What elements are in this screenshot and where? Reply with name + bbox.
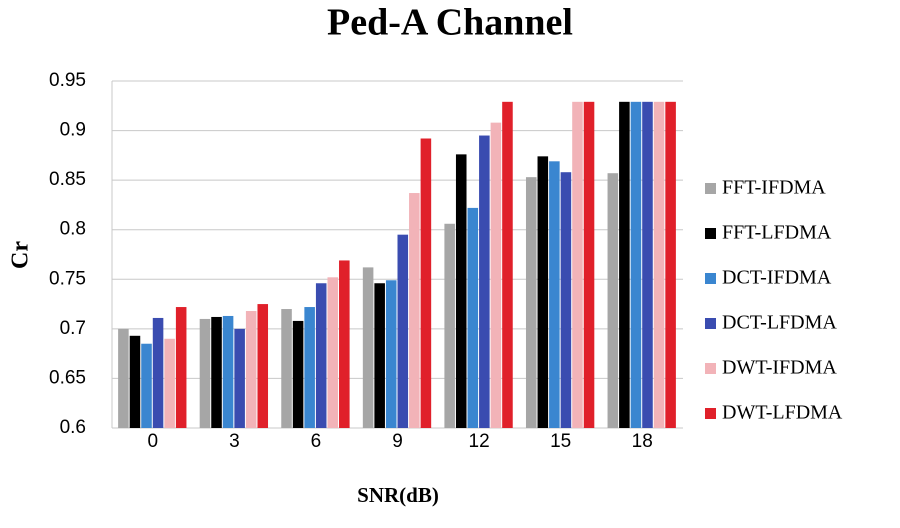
bar	[525, 177, 537, 428]
bar	[141, 343, 152, 428]
bar	[118, 328, 129, 428]
bar	[327, 277, 339, 428]
bar	[653, 101, 665, 428]
x-tick-label: 6	[311, 431, 322, 452]
bar	[385, 280, 397, 428]
x-tick-label: 18	[632, 431, 653, 452]
legend-swatch	[705, 183, 716, 194]
bar	[537, 156, 549, 428]
legend-label: FFT-IFDMA	[722, 177, 826, 199]
y-tick-label: 0.85	[49, 169, 86, 190]
bar	[479, 135, 490, 428]
bar	[467, 207, 479, 428]
legend-swatch	[705, 273, 716, 284]
bar	[444, 223, 455, 428]
bar	[222, 315, 234, 428]
bar	[607, 173, 619, 428]
bar	[397, 234, 409, 428]
x-tick-label: 15	[550, 431, 571, 452]
y-tick-label: 0.7	[60, 318, 86, 339]
legend-label: DWT-LFDMA	[722, 402, 843, 424]
legend-swatch	[705, 318, 716, 329]
legend-swatch	[705, 228, 716, 239]
bar	[315, 283, 327, 428]
bar	[630, 101, 642, 428]
bar	[642, 101, 653, 428]
y-tick-label: 0.8	[60, 219, 86, 240]
bar	[455, 154, 467, 428]
bar	[549, 161, 560, 428]
bar	[374, 283, 385, 428]
bar	[619, 101, 630, 428]
bar	[572, 101, 583, 428]
legend-label: FFT-LFDMA	[722, 222, 832, 244]
x-tick-label: 0	[147, 431, 158, 452]
bar	[175, 307, 187, 428]
y-tick-label: 0.6	[60, 417, 86, 438]
bar	[164, 338, 175, 428]
bar	[339, 260, 350, 428]
y-tick-label: 0.65	[49, 367, 86, 388]
y-tick-label: 0.95	[49, 70, 86, 91]
y-tick-label: 0.9	[60, 120, 86, 141]
x-tick-label: 3	[229, 431, 240, 452]
bar	[665, 101, 676, 428]
bar	[257, 304, 269, 428]
bar	[490, 122, 502, 428]
bar	[409, 193, 420, 428]
x-tick-label: 9	[392, 431, 403, 452]
bar	[583, 101, 595, 428]
bar	[199, 318, 211, 428]
legend-swatch	[705, 363, 716, 374]
y-axis-label: Cr	[8, 241, 34, 269]
chart-title: Ped-A Channel	[327, 2, 573, 44]
bar	[152, 317, 164, 428]
y-tick-label: 0.75	[49, 268, 86, 289]
bar	[292, 320, 304, 428]
bar	[420, 138, 432, 428]
bar	[502, 101, 513, 428]
bar	[281, 309, 292, 428]
bar	[304, 307, 315, 428]
bar	[560, 172, 572, 428]
bar	[211, 316, 222, 428]
legend-label: DCT-IFDMA	[722, 267, 832, 289]
legend-swatch	[705, 408, 716, 419]
bar	[234, 328, 245, 428]
bar	[129, 335, 141, 428]
x-axis-label: SNR(dB)	[357, 483, 439, 507]
bar	[245, 311, 257, 428]
legend-label: DWT-IFDMA	[722, 357, 837, 379]
bar	[362, 267, 374, 428]
legend-label: DCT-LFDMA	[722, 312, 837, 334]
x-tick-label: 12	[469, 431, 490, 452]
